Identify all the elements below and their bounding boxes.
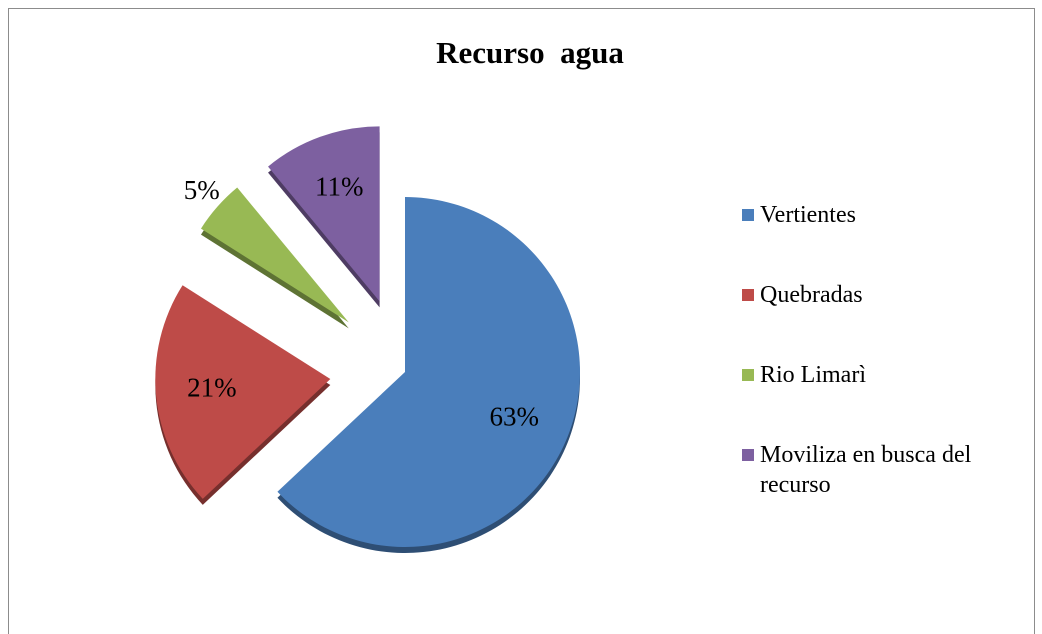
data-label: 63% [489, 401, 539, 431]
legend-item: Quebradas [742, 280, 1027, 360]
legend-swatch [742, 289, 754, 301]
legend-item: Vertientes [742, 200, 1027, 280]
slice [155, 285, 331, 499]
legend-label: Quebradas [760, 282, 863, 308]
legend-item: Rio Limarì [742, 360, 1027, 440]
slice [268, 126, 380, 302]
slice [200, 187, 349, 323]
legend-swatch [742, 449, 754, 461]
legend-swatch [742, 369, 754, 381]
data-label: 5% [184, 175, 220, 205]
data-label: 11% [315, 172, 364, 202]
legend: Vertientes Quebradas Rio Limarì Moviliza en… [742, 200, 1027, 520]
legend-label: Moviliza en busca del recurso [760, 442, 972, 498]
legend-item: Moviliza en busca del recurso [742, 440, 1027, 520]
legend-swatch [742, 209, 754, 221]
legend-label: Rio Limarì [760, 362, 866, 388]
data-label: 21% [187, 372, 237, 402]
legend-label: Vertientes [760, 202, 856, 228]
slice [277, 197, 580, 547]
chart-title: Recurso agua [436, 35, 624, 70]
